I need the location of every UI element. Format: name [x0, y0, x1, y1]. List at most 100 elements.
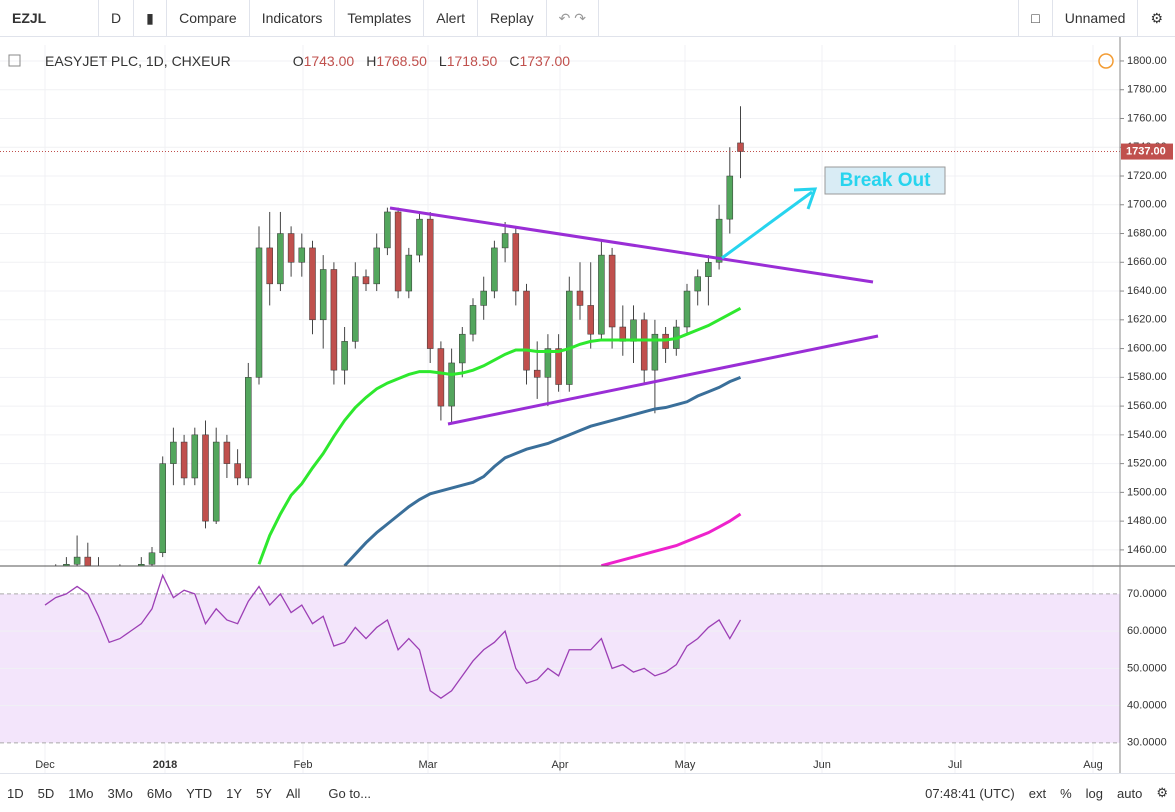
candle-body: [416, 218, 423, 256]
candle-body: [480, 290, 487, 306]
undo-redo[interactable]: ↶ ↷: [547, 0, 599, 37]
bottom-toolbar: 1D 5D 1Mo 3Mo 6Mo YTD 1Y 5Y All Go to... 07:48:41 …: [0, 773, 1175, 812]
last-price-label: 1737.00: [1126, 145, 1166, 157]
candle-body: [212, 441, 220, 522]
candle-body: [128, 579, 134, 586]
annotation-box: [824, 166, 946, 195]
range-button[interactable]: 1D: [7, 785, 24, 801]
candle-body: [298, 247, 306, 263]
candle-body: [266, 247, 273, 285]
candle-body: [138, 564, 145, 566]
candle-body: [426, 218, 434, 349]
option-button[interactable]: ext: [1028, 785, 1047, 801]
candle-body: [159, 463, 166, 554]
alert[interactable]: Alert: [424, 0, 479, 37]
compare[interactable]: Compare: [167, 0, 250, 37]
y-tick-label: 1720.00: [1127, 170, 1167, 182]
candle-body: [491, 247, 498, 292]
y-tick-label: 1800.00: [1127, 55, 1167, 67]
y-tick-label: 1560.00: [1127, 400, 1167, 412]
go-to[interactable]: Go to...: [328, 785, 372, 801]
x-tick-label: 2018: [153, 759, 177, 771]
candle-style[interactable]: ▮: [134, 0, 168, 37]
candle-body: [245, 377, 252, 479]
fullscreen[interactable]: □: [1018, 0, 1053, 37]
candle-body: [544, 348, 552, 378]
candle-body: [223, 441, 231, 464]
collapse-icon[interactable]: [8, 54, 21, 67]
clock: 07:48:41 (UTC): [925, 785, 1015, 801]
candle-body: [512, 233, 520, 292]
annotation: Break Out: [840, 170, 931, 191]
y-tick-label: 1460.00: [1127, 544, 1167, 556]
legend-value: 1737.00: [519, 53, 570, 69]
candle-body: [352, 276, 359, 342]
range-button[interactable]: All: [285, 785, 301, 801]
candle-body: [469, 305, 477, 335]
candle-body: [362, 276, 370, 285]
y-tick-label: 1660.00: [1127, 256, 1167, 268]
candle-body: [384, 211, 391, 249]
rsi-tick-label: 70.0000: [1127, 588, 1167, 600]
candle-body: [533, 369, 541, 378]
moving-average: [257, 306, 742, 565]
range-button[interactable]: 1Mo: [68, 785, 94, 801]
candle-body: [53, 579, 59, 586]
range-button[interactable]: YTD: [186, 785, 213, 801]
rsi-tick-label: 60.0000: [1127, 625, 1167, 637]
candle-body: [373, 247, 380, 285]
y-tick-label: 1520.00: [1127, 458, 1167, 470]
x-tick-label: Mar: [419, 759, 438, 771]
x-tick-label: Dec: [35, 759, 55, 771]
candle-body: [705, 262, 712, 277]
option-button[interactable]: %: [1060, 785, 1072, 801]
y-tick-label: 1600.00: [1127, 342, 1167, 354]
y-tick-label: 1780.00: [1127, 84, 1167, 96]
interval[interactable]: D: [99, 0, 135, 37]
layout-name[interactable]: Unnamed: [1053, 0, 1139, 37]
replay[interactable]: Replay: [478, 0, 547, 37]
candle-body: [63, 564, 70, 566]
range-button[interactable]: 5Y: [256, 785, 272, 801]
candle-body: [309, 247, 316, 321]
warning-icon[interactable]: [1098, 53, 1114, 69]
legend-key: L: [439, 53, 447, 69]
templates[interactable]: Templates: [335, 0, 425, 37]
option-button[interactable]: log: [1085, 785, 1104, 801]
range-button[interactable]: 3Mo: [107, 785, 133, 801]
settings[interactable]: ⚙: [1150, 9, 1163, 26]
rsi-line: [44, 573, 742, 699]
y-tick-label: 1500.00: [1127, 486, 1167, 498]
candle-body: [715, 218, 723, 263]
candle-body: [148, 552, 156, 565]
candle-body: [501, 233, 509, 249]
x-tick-label: Feb: [294, 759, 313, 771]
x-tick-label: May: [675, 759, 696, 771]
legend-value: 1718.50: [447, 53, 498, 69]
range-button[interactable]: 1Y: [226, 785, 243, 801]
legend-key: C: [509, 53, 519, 69]
indicators[interactable]: Indicators: [250, 0, 336, 37]
option-button[interactable]: auto: [1117, 785, 1143, 801]
symbol[interactable]: EZJL: [0, 0, 99, 37]
candle-body: [202, 434, 209, 522]
candle-body: [277, 233, 284, 285]
arrow-head: [793, 187, 818, 210]
candle-body: [459, 333, 466, 364]
rsi-tick-label: 50.0000: [1127, 662, 1167, 674]
candle-body: [683, 290, 691, 328]
candle-body: [96, 571, 102, 593]
candle-body: [341, 341, 348, 371]
range-button[interactable]: 6Mo: [146, 785, 173, 801]
y-tick-label: 1580.00: [1127, 371, 1167, 383]
range-button[interactable]: 5D: [37, 785, 55, 801]
candle-body: [191, 434, 199, 479]
trendline-lower: [447, 334, 879, 426]
legend: EASYJET PLC, 1D, CHXEUR O1743.00 H1768.50 L…: [45, 53, 570, 69]
settings[interactable]: ⚙: [1156, 785, 1168, 800]
candle-body: [737, 142, 744, 152]
x-tick-label: Jun: [813, 759, 831, 771]
rsi-pane: [0, 573, 1120, 744]
candle-body: [555, 348, 562, 385]
candle-body: [523, 290, 530, 371]
